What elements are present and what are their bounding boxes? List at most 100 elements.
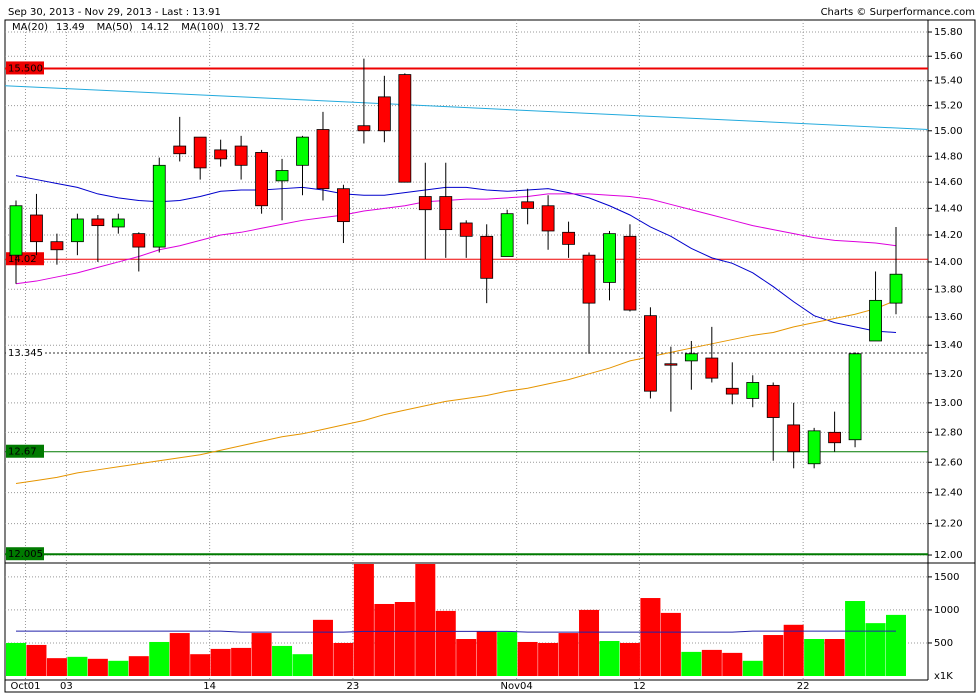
volume-bar — [272, 645, 293, 676]
legend-value: 14.12 — [141, 22, 170, 33]
volume-bar — [231, 647, 252, 676]
volume-bar — [579, 609, 600, 676]
candle-body — [50, 241, 64, 251]
candle-body — [787, 424, 801, 453]
level-label-box — [6, 61, 44, 75]
candle-body — [214, 149, 228, 160]
legend-label: MA(100) — [181, 22, 223, 33]
y-tick-label: 14.60 — [934, 177, 963, 188]
level-label: 13.345 — [8, 348, 43, 359]
legend-value: 13.49 — [56, 22, 85, 33]
volume-bar — [804, 639, 825, 676]
candle-body — [70, 218, 84, 243]
y-tick-label: 15.00 — [934, 126, 963, 137]
volume-bar — [456, 639, 477, 676]
y-tick-label: 14.80 — [934, 151, 963, 162]
candle-body — [623, 235, 637, 311]
volume-bar — [292, 654, 313, 676]
volume-bar — [497, 632, 518, 676]
candle-body — [398, 74, 412, 183]
y-tick-label: 13.60 — [934, 312, 963, 323]
volume-bar — [128, 656, 149, 676]
y-tick-label: 13.20 — [934, 369, 963, 380]
y-tick-label: 12.20 — [934, 519, 963, 530]
candle-body — [480, 235, 494, 279]
x-tick-label: 03 — [60, 681, 73, 692]
y-tick-label: 14.40 — [934, 203, 963, 214]
volume-bar — [722, 652, 743, 676]
volume-bar — [251, 633, 272, 676]
volume-tick-label: 1500 — [934, 572, 959, 583]
candle-body — [725, 387, 739, 395]
x-tick-label: 12 — [633, 681, 646, 692]
volume-tick-label: 500 — [934, 638, 953, 649]
x-tick-label: Oct01 — [10, 681, 40, 692]
level-label-box — [6, 346, 44, 360]
volume-panel — [6, 564, 906, 676]
candle-body — [30, 214, 43, 243]
volume-bar — [742, 660, 763, 676]
volume-bar — [169, 633, 190, 676]
volume-bar — [538, 642, 559, 676]
y-tick-label: 13.40 — [934, 340, 963, 351]
frame — [4, 19, 976, 693]
candle-body — [439, 196, 453, 231]
volume-bar — [26, 644, 47, 676]
y-tick-label: 12.00 — [934, 550, 963, 561]
volume-bar — [190, 654, 211, 676]
y-tick-label: 15.80 — [934, 27, 963, 38]
level-label-box — [6, 444, 44, 458]
candle-body — [664, 363, 678, 366]
legend-value: 13.72 — [232, 22, 261, 33]
volume-bar — [599, 640, 620, 676]
candle-body — [337, 188, 350, 223]
candle-body — [459, 222, 473, 237]
volume-unit: x1K — [934, 671, 953, 682]
x-tick-label: 23 — [347, 681, 360, 692]
candle-body — [603, 233, 616, 283]
level-label: 12.005 — [8, 549, 43, 560]
y-tick-label: 12.80 — [934, 427, 963, 438]
volume-bar — [701, 649, 722, 676]
candle-body — [828, 431, 842, 444]
volume-bar — [149, 641, 170, 676]
volume-bar — [763, 635, 784, 676]
candle-body — [766, 384, 780, 418]
volume-bar — [353, 564, 374, 676]
candle-body — [541, 205, 555, 232]
y-tick-label: 15.20 — [934, 101, 963, 112]
chart-title: Sep 30, 2013 - Nov 29, 2013 - Last : 13.… — [8, 7, 221, 18]
volume-bar — [640, 598, 661, 676]
candle-body — [275, 170, 289, 182]
volume-ma-line — [16, 630, 896, 633]
volume-bar — [681, 651, 702, 676]
volume-bar — [108, 660, 129, 676]
volume-bar — [415, 564, 436, 676]
legend: MA(20) 13.49 MA(50) 14.12 MA(100) 13.72 — [12, 22, 260, 33]
legend-label: MA(20) — [12, 22, 48, 33]
y-tick-label: 14.20 — [934, 230, 963, 241]
candle-body — [500, 213, 514, 257]
level-label: 12.67 — [8, 447, 37, 458]
candle-body — [234, 145, 248, 166]
legend-label: MA(50) — [97, 22, 133, 33]
volume-bar — [886, 614, 906, 676]
volume-bar — [46, 658, 67, 676]
candle-body — [193, 136, 207, 169]
volume-bar — [845, 601, 866, 676]
candle-body — [377, 96, 391, 132]
volume-bar — [517, 641, 538, 676]
candle-body — [132, 233, 146, 248]
volume-bar — [660, 612, 681, 676]
y-tick-label: 15.40 — [934, 76, 963, 87]
candle-body — [582, 254, 596, 304]
candle-body — [255, 152, 268, 207]
candle-body — [418, 196, 432, 211]
candle-body — [684, 353, 698, 362]
candle-body — [848, 353, 862, 441]
volume-bar — [6, 642, 26, 676]
candle-body — [91, 218, 105, 227]
y-tick-label: 13.80 — [934, 284, 963, 295]
candle-body — [296, 136, 309, 166]
ma-line — [15, 299, 897, 484]
